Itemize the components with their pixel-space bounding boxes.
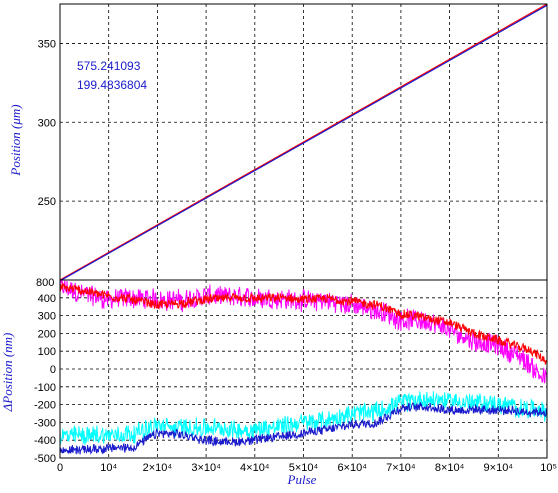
bottom-series-line-3 bbox=[60, 402, 547, 455]
bottom-ytick-label-4: -100 bbox=[34, 382, 56, 394]
annotation-2: 199.4836804 bbox=[77, 78, 147, 92]
bottom-series-line-2 bbox=[60, 391, 547, 445]
bottom-series-line-0 bbox=[60, 280, 547, 384]
top-ytick-label-1: 300 bbox=[38, 117, 56, 129]
annotation-1: 575.241093 bbox=[77, 59, 141, 73]
top-series-line-0 bbox=[59, 3, 548, 281]
xtick-label-9: 9×10⁴ bbox=[484, 462, 514, 474]
bottom-ytick-label-5: 0 bbox=[50, 364, 56, 376]
xtick-label-3: 3×10⁴ bbox=[191, 462, 221, 474]
bottom-ytick-label-2: -300 bbox=[34, 417, 56, 429]
top-ytick-label-0: 250 bbox=[38, 196, 56, 208]
bottom-ytick-label-9: 400 bbox=[38, 293, 56, 305]
top-ytick-label-2: 350 bbox=[38, 38, 56, 50]
xtick-label-5: 5×10⁴ bbox=[289, 462, 319, 474]
bottom-series-line-1 bbox=[60, 282, 547, 365]
bottom-ytick-label-7: 200 bbox=[38, 328, 56, 340]
bottom-ytick-label-1: -400 bbox=[34, 435, 56, 447]
xtick-label-8: 8×10⁴ bbox=[435, 462, 465, 474]
bottom-panel: 0 10⁴ 2×10⁴ 3×10⁴ 4×10⁴ 5×10⁴ 6×10⁴ 7×10⁴ 8×10⁴ 9… bbox=[0, 279, 557, 487]
bottom-series bbox=[60, 280, 547, 455]
bottom-ytick-label-3: -200 bbox=[34, 400, 56, 412]
bottom-ytick-label-6: 100 bbox=[38, 346, 56, 358]
bottom-ylabel: ΔPosition (nm) bbox=[0, 333, 15, 413]
top-ticks: 250 300 350 bbox=[38, 38, 56, 208]
xtick-label-0: 0 bbox=[57, 462, 63, 474]
top-series bbox=[59, 3, 548, 282]
top-ylabel: Position (μm) bbox=[8, 104, 23, 176]
xtick-label-1: 10⁴ bbox=[100, 462, 117, 474]
xtick-label-4: 4×10⁴ bbox=[240, 462, 270, 474]
bottom-ticks: 0 10⁴ 2×10⁴ 3×10⁴ 4×10⁴ 5×10⁴ 6×10⁴ 7×10⁴ 8×10⁴ 9… bbox=[34, 293, 557, 474]
bottom-ytick-label-0: -500 bbox=[34, 453, 56, 465]
xtick-label-6: 6×10⁴ bbox=[337, 462, 367, 474]
top-series-line-1 bbox=[59, 4, 548, 282]
bottom-xlabel: Pulse bbox=[287, 472, 317, 487]
top-bottom-label: 800 bbox=[36, 277, 54, 289]
bottom-ytick-label-8: 300 bbox=[38, 311, 56, 323]
xtick-label-2: 2×10⁴ bbox=[143, 462, 173, 474]
top-panel: 250 300 350 575.241093 199.4836804 Positio… bbox=[8, 3, 548, 289]
bottom-frame bbox=[59, 279, 548, 459]
xtick-label-7: 7×10⁴ bbox=[386, 462, 416, 474]
xtick-label-10: 10⁵ bbox=[540, 462, 557, 474]
top-grid bbox=[60, 4, 547, 280]
